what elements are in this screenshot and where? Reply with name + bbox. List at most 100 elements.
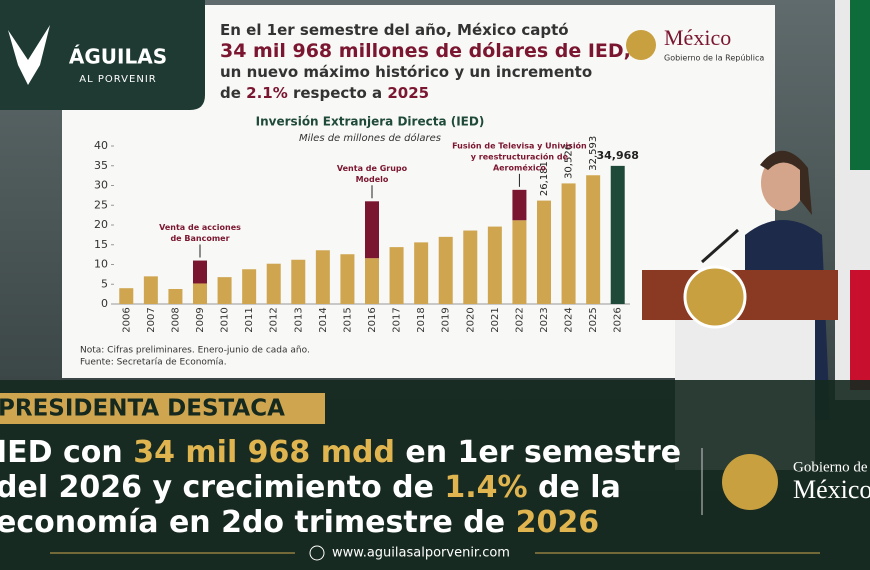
bar (340, 254, 355, 304)
x-tick-label: 2015 (342, 307, 353, 332)
y-tick-label: 15 (94, 238, 108, 251)
headline-segment: 1.4% (444, 470, 527, 505)
headline-segment: 34 mil 968 millones de dólares de IED, (220, 40, 631, 62)
bar (365, 201, 379, 259)
x-tick-label: 2025 (588, 307, 599, 332)
gov-1: Gobierno de (793, 459, 868, 475)
note: Nota: Cifras preliminares. Enero-junio d… (80, 346, 310, 356)
logo-sub: Gobierno de la República (664, 54, 764, 63)
y-tick-label: 10 (94, 258, 108, 271)
bar (266, 263, 281, 304)
bar (561, 183, 576, 304)
x-tick-label: 2019 (441, 307, 452, 332)
microphone (701, 228, 739, 264)
brand-icon (8, 25, 50, 85)
logo-seal (626, 30, 656, 60)
person-head (761, 155, 805, 211)
bar (242, 269, 257, 304)
headline-segment: de la (528, 470, 621, 505)
y-tick-label: 0 (101, 297, 108, 310)
headline-segment: respecto a (288, 84, 388, 102)
annotation: Aeroméxico (493, 162, 546, 172)
annotation: Fusión de Televisa y Univisión (452, 140, 587, 150)
chart-subtitle: Miles de millones de dólares (299, 132, 441, 144)
x-tick-label: 2014 (318, 307, 329, 332)
bar (168, 288, 183, 304)
value-label: 26,181 (539, 161, 550, 196)
x-tick-label: 2018 (416, 307, 427, 332)
bar (586, 175, 601, 304)
x-tick-label: 2023 (539, 307, 550, 332)
chart-title: Inversión Extranjera Directa (IED) (256, 115, 485, 129)
value-label: 32,593 (588, 136, 599, 171)
tag-box (0, 393, 325, 424)
flag-red (850, 270, 870, 390)
value-label: 30,526 (564, 144, 575, 179)
headline-line: IED con 34 mil 968 mdd en 1er semestre (0, 435, 681, 470)
bar (365, 258, 379, 304)
bar (217, 277, 232, 304)
x-tick-label: 2016 (367, 307, 378, 332)
y-tick-label: 25 (94, 198, 108, 211)
bar (414, 242, 429, 304)
podium-seal (683, 265, 747, 329)
bar (512, 189, 527, 221)
headline-segment: economía en 2do trimestre de (0, 505, 516, 540)
headline-segment: 34 mil 968 mdd (133, 435, 395, 470)
x-tick-label: 2021 (490, 307, 501, 332)
headline-line: 34 mil 968 millones de dólares de IED, (220, 40, 631, 62)
y-tick-label: 30 (94, 179, 108, 192)
x-tick-label: 2009 (195, 307, 206, 332)
brand-box (0, 0, 205, 110)
person-hair (760, 150, 812, 215)
x-tick-label: 2013 (293, 307, 304, 332)
x-tick-label: 2017 (392, 307, 403, 332)
headline-segment: En el 1er semestre del año, México captó (220, 21, 569, 39)
y-tick-label: 5 (101, 277, 108, 290)
bar (487, 226, 502, 304)
bar (193, 283, 207, 304)
bar (610, 165, 625, 304)
tag: PRESIDENTA DESTACA (0, 396, 285, 422)
x-tick-label: 2011 (244, 307, 255, 332)
bar (143, 276, 158, 304)
y-tick-label: 20 (94, 218, 108, 231)
headline-segment: 2.1% (246, 84, 288, 102)
annotation: Venta de Grupo (337, 164, 408, 173)
x-tick-label: 2006 (121, 307, 132, 332)
x-tick-label: 2007 (146, 307, 157, 332)
website: www.aguilasalporvenir.com (332, 546, 510, 561)
headline-segment: en 1er semestre (395, 435, 681, 470)
gov-seal (722, 454, 778, 510)
globe-icon (309, 545, 325, 561)
headline-line: En el 1er semestre del año, México captó (220, 21, 569, 39)
logo: México (664, 25, 731, 50)
brand: ÁGUILAS (69, 45, 167, 69)
gov-2: México (793, 475, 870, 504)
annotation: Venta de acciones (159, 223, 241, 232)
bar (512, 220, 527, 304)
headline-segment: un nuevo máximo histórico y un increment… (220, 63, 592, 81)
headline-segment: del 2026 y crecimiento de (0, 470, 444, 505)
headline-line: un nuevo máximo histórico y un increment… (220, 63, 592, 81)
x-tick-label: 2012 (269, 307, 280, 332)
bar (315, 250, 330, 304)
value-label: 34,968 (596, 149, 638, 162)
bar (119, 288, 134, 304)
x-tick-label: 2022 (514, 307, 525, 332)
bar (389, 247, 404, 304)
bar (537, 200, 551, 304)
headline-line: de 2.1% respecto a 2025 (220, 84, 429, 102)
annotation: Modelo (356, 175, 389, 184)
x-tick-label: 2008 (170, 307, 181, 332)
source: Fuente: Secretaría de Economía. (80, 358, 227, 368)
bar (463, 230, 478, 304)
annotation: y reestructuración de (471, 151, 569, 161)
bar (291, 259, 306, 304)
x-tick-label: 2010 (220, 307, 231, 332)
flag-green (850, 0, 870, 170)
y-tick-label: 40 (94, 139, 108, 152)
x-tick-label: 2024 (564, 307, 575, 332)
headline-line: economía en 2do trimestre de 2026 (0, 505, 599, 540)
headline-line: del 2026 y crecimiento de 1.4% de la (0, 470, 621, 505)
